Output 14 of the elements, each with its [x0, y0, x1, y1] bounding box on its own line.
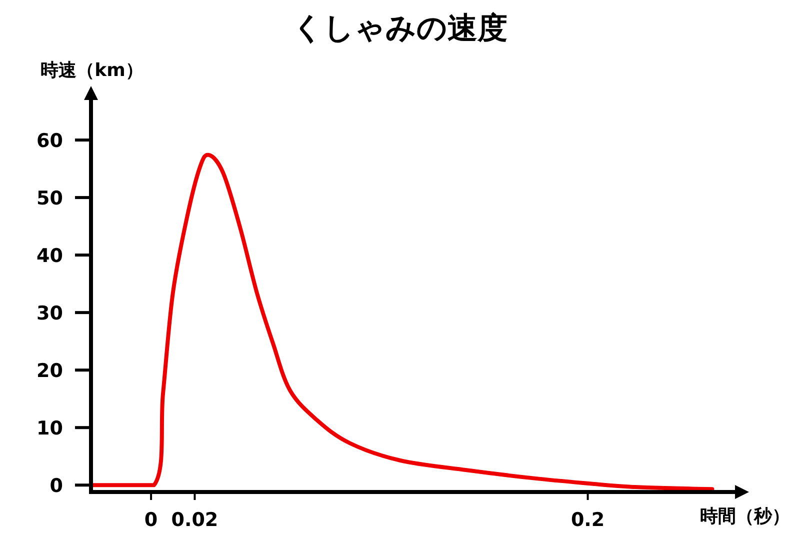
y-tick-label: 20 — [36, 360, 63, 382]
y-tick-label: 30 — [36, 302, 63, 325]
line-series — [91, 152, 714, 492]
x-tick-label: 0.02 — [171, 509, 218, 531]
y-tick-label: 10 — [36, 418, 63, 440]
y-tick-label: 50 — [36, 188, 63, 210]
x-axis-title: 時間（秒） — [700, 506, 790, 527]
x-tick-label: 0.2 — [570, 509, 605, 531]
x-tick-label: 0 — [144, 509, 158, 531]
y-tick-label: 40 — [36, 245, 63, 268]
y-tick-label: 60 — [36, 130, 63, 152]
y-tick-label: 0 — [50, 475, 63, 498]
chart-title: くしゃみの速度 — [292, 11, 508, 46]
y-axis-title: 時速（km） — [40, 60, 144, 81]
